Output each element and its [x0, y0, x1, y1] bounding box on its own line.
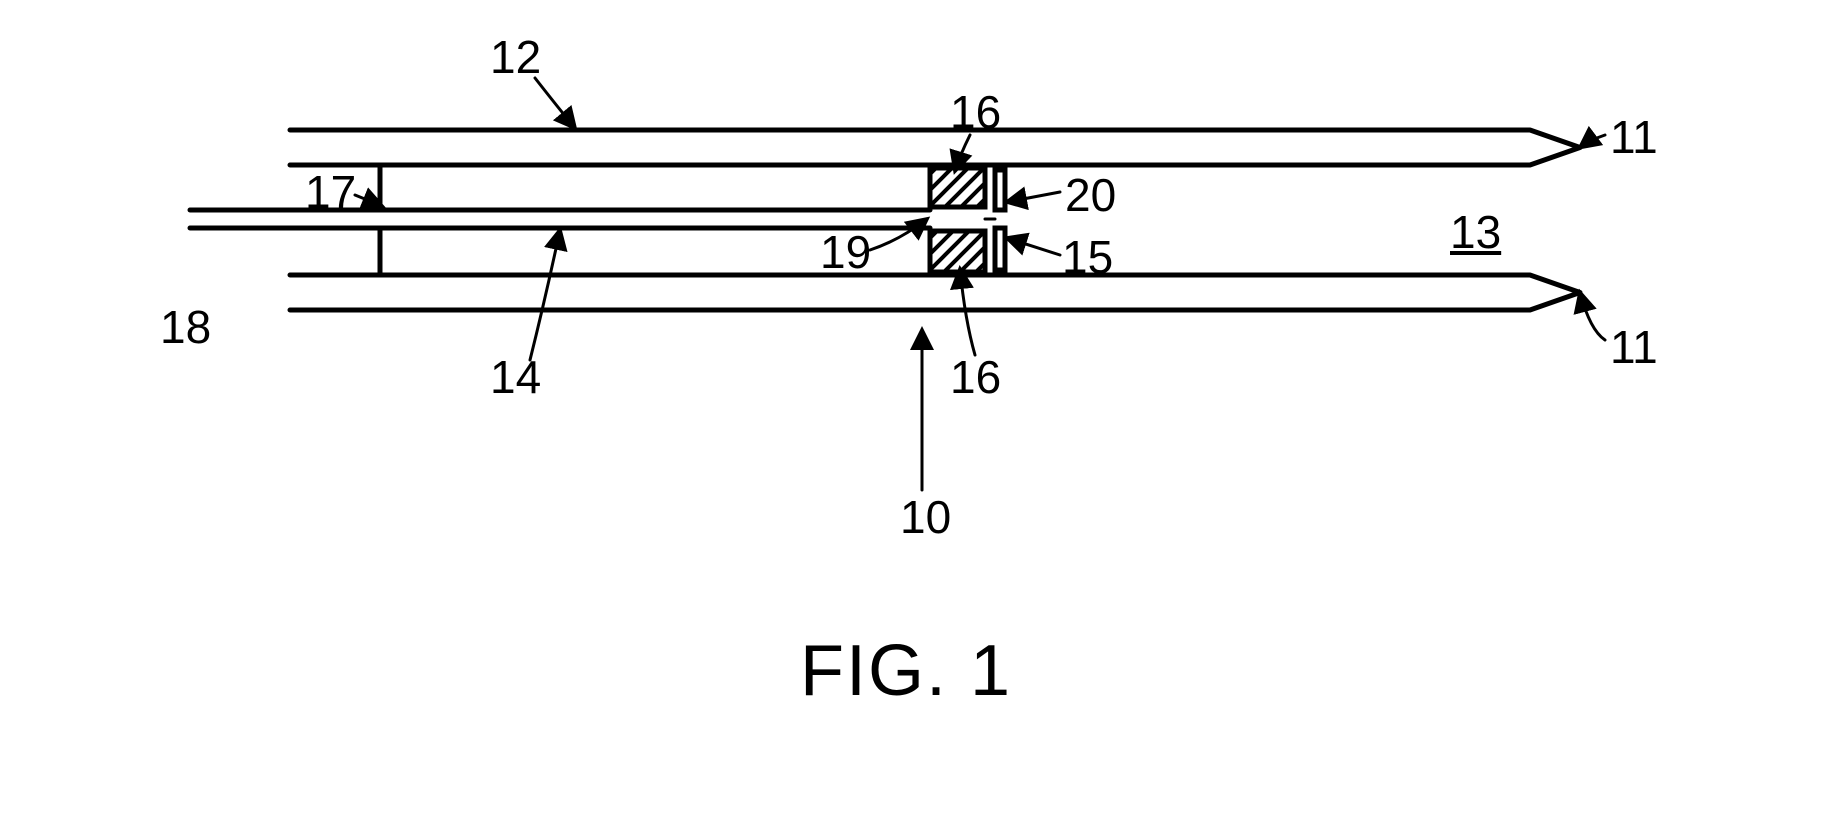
label-11-bot: 11 [1610, 320, 1658, 374]
label-16-top: 16 [950, 85, 1001, 139]
label-11-top: 11 [1610, 110, 1658, 164]
label-15: 15 [1062, 230, 1113, 284]
label-14: 14 [490, 350, 541, 404]
label-17: 17 [305, 165, 356, 219]
label-13: 13 [1450, 205, 1501, 259]
label-19: 19 [820, 225, 871, 279]
label-10: 10 [900, 490, 951, 544]
label-18: 18 [160, 300, 211, 354]
label-20: 20 [1065, 168, 1116, 222]
figure-title: FIG. 1 [800, 630, 1012, 712]
figure-1-stage: 12 16 11 17 20 13 19 15 18 11 14 16 10 F… [0, 0, 1834, 814]
label-16-bot: 16 [950, 350, 1001, 404]
label-12: 12 [490, 30, 541, 84]
